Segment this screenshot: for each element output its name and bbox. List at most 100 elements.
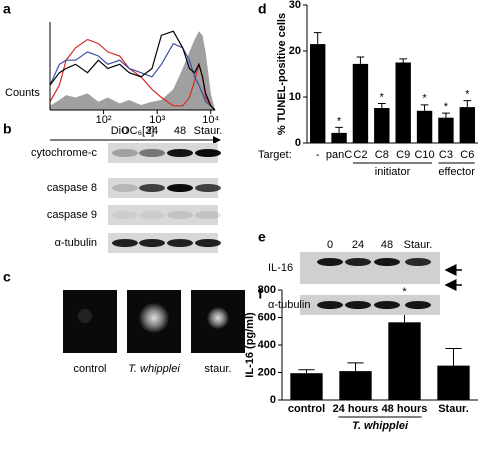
x-tick-label: 10⁴ [202, 114, 219, 126]
significance-marker: * [465, 89, 470, 101]
bar [388, 322, 421, 400]
blot-band [112, 239, 138, 247]
blot-band [139, 184, 165, 192]
group-label: effector [438, 166, 475, 178]
y-tick-label: 800 [258, 284, 276, 296]
blot-band [139, 149, 165, 157]
blot-band [167, 184, 193, 192]
lane-label: 0 [327, 239, 333, 251]
row-label: α-tubulin [55, 237, 97, 249]
row-label: caspase 8 [47, 182, 97, 194]
x-axis-label: DiOC₆[3] [111, 125, 155, 137]
area [50, 31, 215, 111]
y-tick-label: 30 [289, 0, 301, 11]
x-tick-label: C3 [439, 149, 453, 161]
blot-strip [108, 143, 218, 163]
x-tick-label: 10² [96, 114, 112, 126]
panel-label: b [3, 121, 12, 137]
row-label: IL-16 [268, 262, 293, 274]
x-tick-label: C9 [396, 149, 410, 161]
bar [416, 110, 433, 143]
blot-band [112, 184, 138, 192]
blot-band [112, 211, 138, 219]
y-tick-label: 0 [295, 137, 301, 149]
lane-label: 24 [352, 239, 364, 251]
row-label: caspase 9 [47, 209, 97, 221]
lane-label: 48 [174, 125, 186, 137]
y-tick-label: 0 [270, 394, 276, 406]
blot-band [139, 211, 165, 219]
group-label: initiator [375, 166, 411, 178]
lane-label: 0 [122, 125, 128, 137]
blot-band [195, 239, 221, 247]
cell-stain [207, 307, 229, 329]
significance-marker: * [444, 101, 449, 113]
x-tick-label: - [316, 149, 320, 161]
panel-label: c [3, 269, 11, 285]
error-bar [445, 347, 462, 366]
blot-band [167, 211, 193, 219]
bar [395, 62, 411, 143]
bar [374, 108, 390, 143]
row-label: cytochrome-c [31, 147, 98, 159]
error-bar [463, 100, 472, 108]
blot-band [374, 258, 400, 266]
blot-band [139, 239, 165, 247]
blot-band [317, 301, 343, 309]
category-title: Target: [258, 149, 292, 161]
blot-band [317, 258, 343, 266]
blot-strip [108, 205, 218, 225]
micrograph [63, 290, 117, 353]
x-tick-label: 48 hours [382, 403, 428, 415]
x-tick-label: C8 [375, 149, 389, 161]
blot-band [195, 211, 221, 219]
lane-label: 24 [146, 125, 158, 137]
significance-marker: * [422, 93, 427, 105]
blot-band [345, 301, 371, 309]
blot-band [112, 149, 138, 157]
y-tick-label: 600 [258, 311, 276, 323]
line [49, 42, 216, 111]
x-tick-label: C10 [414, 149, 434, 161]
x-tick-label: Staur. [438, 403, 469, 415]
bar [438, 117, 454, 143]
bar [331, 132, 347, 143]
image-caption: T. whipplei [128, 363, 180, 375]
blot-band [374, 301, 400, 309]
blot-band [405, 258, 431, 266]
blot-band [167, 149, 193, 157]
bar [339, 371, 372, 400]
x-tick-label: 24 hours [333, 403, 379, 415]
error-bar [442, 112, 450, 118]
error-bar [399, 58, 408, 63]
panel-label: d [258, 1, 267, 17]
y-tick-label: 200 [258, 366, 276, 378]
error-bar [356, 56, 365, 64]
blot-band [167, 239, 193, 247]
group-label: T. whipplei [352, 420, 409, 432]
error-bar [298, 369, 315, 374]
significance-marker: * [402, 286, 407, 298]
y-tick-label: 400 [258, 339, 276, 351]
bar [309, 44, 326, 143]
panel-label: e [258, 229, 266, 245]
error-bar [313, 32, 322, 45]
blot-band [345, 258, 371, 266]
blot-band [405, 301, 431, 309]
x-tick-label: 10³ [149, 114, 165, 126]
image-caption: staur. [205, 363, 232, 375]
bar [352, 63, 369, 143]
y-axis-label: Counts [5, 87, 40, 99]
error-bar [347, 362, 364, 372]
bar [290, 373, 323, 400]
x-tick-label: C6 [460, 149, 474, 161]
lane-label: 48 [381, 239, 393, 251]
lane-label: Staur. [194, 125, 223, 137]
panel-label: f [258, 286, 263, 302]
bar [459, 107, 476, 143]
blot-strip [300, 252, 440, 284]
cell-stain [78, 309, 92, 323]
x-tick-label: panC [326, 149, 352, 161]
blot-band [195, 149, 221, 157]
